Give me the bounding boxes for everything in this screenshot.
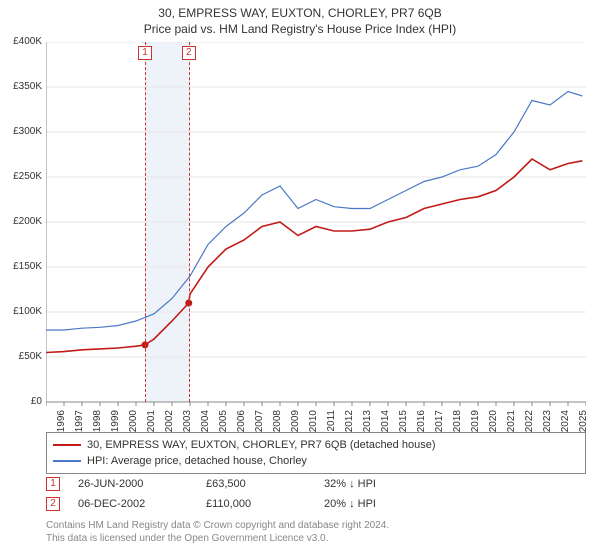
sale-row-marker: 1: [46, 477, 60, 491]
svg-text:2000: 2000: [128, 410, 139, 433]
sale-row-marker: 2: [46, 497, 60, 511]
chart-container: 30, EMPRESS WAY, EUXTON, CHORLEY, PR7 6Q…: [0, 0, 600, 560]
legend-label: HPI: Average price, detached house, Chor…: [87, 455, 307, 467]
svg-text:2016: 2016: [416, 410, 427, 433]
sale-date: 06-DEC-2002: [78, 498, 188, 510]
legend-item: 30, EMPRESS WAY, EUXTON, CHORLEY, PR7 6Q…: [53, 437, 579, 453]
titles: 30, EMPRESS WAY, EUXTON, CHORLEY, PR7 6Q…: [0, 0, 600, 36]
svg-text:2015: 2015: [398, 410, 409, 433]
legend-label: 30, EMPRESS WAY, EUXTON, CHORLEY, PR7 6Q…: [87, 439, 435, 451]
plot-svg: 1995 1996 1997 1998 1999 2000 2001 2002 2003 2004…: [46, 42, 586, 442]
svg-text:1999: 1999: [110, 410, 121, 433]
sale-marker-box: 2: [182, 46, 196, 60]
y-tick-label: £400K: [4, 36, 42, 47]
plot-area: 1995199619971998199920002001200220032004…: [46, 42, 586, 402]
attribution-line2: This data is licensed under the Open Gov…: [46, 533, 586, 546]
series-hpi: [46, 92, 582, 331]
legend-swatch: [53, 460, 81, 462]
svg-text:1996: 1996: [56, 410, 67, 433]
y-tick-label: £150K: [4, 261, 42, 272]
svg-text:2021: 2021: [506, 410, 517, 433]
svg-text:2012: 2012: [344, 410, 355, 433]
svg-text:2005: 2005: [218, 410, 229, 433]
attribution: Contains HM Land Registry data © Crown c…: [46, 520, 586, 545]
sale-diff: 32% ↓ HPI: [324, 478, 474, 490]
svg-text:2020: 2020: [488, 410, 499, 433]
svg-text:2007: 2007: [254, 410, 265, 433]
svg-text:1998: 1998: [92, 410, 103, 433]
svg-text:2009: 2009: [290, 410, 301, 433]
svg-text:2003: 2003: [182, 410, 193, 433]
sale-date: 26-JUN-2000: [78, 478, 188, 490]
svg-text:2017: 2017: [434, 410, 445, 433]
y-tick-label: £350K: [4, 81, 42, 92]
sale-marker-line: [189, 42, 190, 402]
y-tick-label: £100K: [4, 306, 42, 317]
svg-text:2013: 2013: [362, 410, 373, 433]
svg-text:2010: 2010: [308, 410, 319, 433]
svg-text:2022: 2022: [524, 410, 535, 433]
svg-text:2018: 2018: [452, 410, 463, 433]
chart-title: 30, EMPRESS WAY, EUXTON, CHORLEY, PR7 6Q…: [0, 6, 600, 20]
sales-list: 1 26-JUN-2000 £63,500 32% ↓ HPI 2 06-DEC-2002…: [46, 474, 586, 514]
svg-text:1997: 1997: [74, 410, 85, 433]
y-tick-label: £200K: [4, 216, 42, 227]
svg-text:2006: 2006: [236, 410, 247, 433]
legend-swatch: [53, 444, 81, 446]
y-tick-label: £300K: [4, 126, 42, 137]
svg-text:2024: 2024: [560, 410, 571, 433]
sale-marker-box: 1: [138, 46, 152, 60]
sale-marker-line: [145, 42, 146, 402]
chart-subtitle: Price paid vs. HM Land Registry's House …: [0, 22, 600, 36]
svg-text:2001: 2001: [146, 410, 157, 433]
svg-text:1995: 1995: [46, 410, 49, 433]
svg-text:2019: 2019: [470, 410, 481, 433]
sale-price: £63,500: [206, 478, 306, 490]
sale-diff: 20% ↓ HPI: [324, 498, 474, 510]
sale-row: 2 06-DEC-2002 £110,000 20% ↓ HPI: [46, 494, 586, 514]
svg-text:2002: 2002: [164, 410, 175, 433]
svg-text:2004: 2004: [200, 410, 211, 433]
legend: 30, EMPRESS WAY, EUXTON, CHORLEY, PR7 6Q…: [46, 432, 586, 474]
svg-text:2008: 2008: [272, 410, 283, 433]
attribution-line1: Contains HM Land Registry data © Crown c…: [46, 520, 586, 533]
y-tick-label: £0: [4, 396, 42, 407]
svg-text:2011: 2011: [326, 410, 337, 432]
sale-price: £110,000: [206, 498, 306, 510]
y-tick-label: £250K: [4, 171, 42, 182]
y-tick-label: £50K: [4, 351, 42, 362]
svg-text:2023: 2023: [542, 410, 553, 433]
svg-text:2014: 2014: [380, 410, 391, 433]
sale-row: 1 26-JUN-2000 £63,500 32% ↓ HPI: [46, 474, 586, 494]
legend-item: HPI: Average price, detached house, Chor…: [53, 453, 579, 469]
svg-text:2025: 2025: [578, 410, 586, 433]
